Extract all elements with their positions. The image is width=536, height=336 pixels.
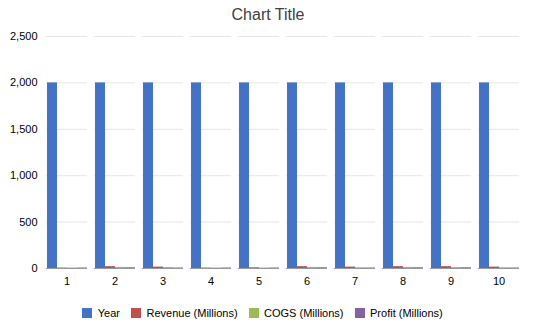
svg-text:1,500: 1,500 [10,123,38,135]
svg-text:2: 2 [112,275,118,287]
html-text:Revenue (Millions): Revenue (Millions) [146,306,238,319]
svg-text:5: 5 [256,275,262,287]
svg-text:10: 10 [493,275,505,287]
svg-text:500: 500 [19,216,37,228]
svg-text:0: 0 [31,262,37,274]
svg-text:1,000: 1,000 [10,169,38,181]
html-text:COGS (Millions): COGS (Millions) [264,306,344,319]
svg-text:7: 7 [352,275,358,287]
html-text:Chart Title: Chart Title [231,6,305,23]
svg-text:9: 9 [448,275,454,287]
svg-text:4: 4 [208,275,214,287]
svg-text:2,500: 2,500 [10,30,38,42]
svg-text:2,000: 2,000 [10,76,38,88]
html-text:Profit (Millions): Profit (Millions) [370,306,443,319]
svg-text:3: 3 [160,275,166,287]
svg-text:6: 6 [304,275,310,287]
html-text:Year: Year [97,306,120,319]
svg-text:8: 8 [400,275,406,287]
svg-text:1: 1 [64,275,70,287]
